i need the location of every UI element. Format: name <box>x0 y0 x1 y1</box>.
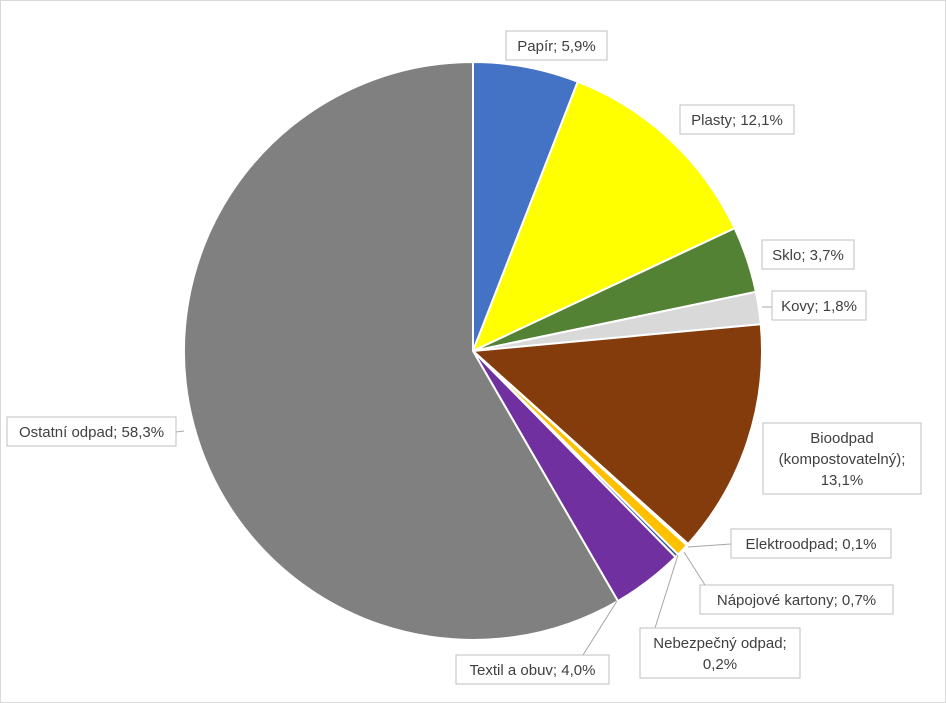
label-box-kovy <box>771 290 867 321</box>
label-box-bioodpad-kompostovatelny <box>762 422 922 495</box>
leader-line-nebezpecny-odpad <box>654 554 679 629</box>
data-label-textil-a-obuv: Textil a obuv; 4,0% <box>455 600 618 685</box>
label-text-plasty: Plasty; 12,1% <box>691 112 783 129</box>
label-text-elektroodpad: Elektroodpad; 0,1% <box>746 536 877 553</box>
data-label-bioodpad-kompostovatelny: Bioodpad (kompostovatelný); 13,1% <box>762 422 922 495</box>
label-text-sklo: Sklo; 3,7% <box>772 247 844 264</box>
pie-slice-ostatni-odpad <box>183 61 619 641</box>
pie-slice-bioodpad-kompostovatelny <box>472 323 763 545</box>
data-label-papir: Papír; 5,9% <box>505 30 608 61</box>
label-text-kovy: Kovy; 1,8% <box>781 298 857 315</box>
data-label-nebezpecny-odpad: Nebezpečný odpad; 0,2% <box>639 554 801 679</box>
data-label-kovy: Kovy; 1,8% <box>762 290 867 321</box>
pie-slices <box>183 61 763 641</box>
label-box-papir <box>505 30 608 61</box>
label-box-ostatni-odpad <box>6 416 177 447</box>
label-text-napojove-kartony: Nápojové kartony; 0,7% <box>717 592 876 609</box>
label-text-textil-a-obuv: Textil a obuv; 4,0% <box>470 662 596 679</box>
leader-line-napojove-kartony <box>683 551 706 586</box>
data-label-napojove-kartony: Nápojové kartony; 0,7% <box>683 551 894 615</box>
label-text-papir: Papír; 5,9% <box>517 38 595 55</box>
label-box-plasty <box>679 104 795 135</box>
label-text-bioodpad-kompostovatelny: Bioodpad (kompostovatelný); 13,1% <box>779 430 906 489</box>
leader-line-ostatni-odpad <box>175 430 185 433</box>
label-box-nebezpecny-odpad <box>639 627 801 679</box>
label-box-napojove-kartony <box>699 584 894 615</box>
data-label-plasty: Plasty; 12,1% <box>679 104 795 135</box>
data-label-ostatni-odpad: Ostatní odpad; 58,3% <box>6 416 185 447</box>
label-text-nebezpecny-odpad: Nebezpečný odpad; 0,2% <box>653 635 786 673</box>
leader-line-textil-a-obuv <box>582 600 618 656</box>
data-label-sklo: Sklo; 3,7% <box>761 239 855 270</box>
data-label-elektroodpad: Elektroodpad; 0,1% <box>687 528 892 559</box>
label-box-elektroodpad <box>730 528 892 559</box>
pie-slice-plasty <box>472 80 736 352</box>
label-text-ostatni-odpad: Ostatní odpad; 58,3% <box>19 424 164 441</box>
label-box-textil-a-obuv <box>455 654 610 685</box>
label-box-sklo <box>761 239 855 270</box>
data-labels: Papír; 5,9% Plasty; 12,1% Sklo; 3,7% Kovy; … <box>6 30 922 685</box>
leader-line-elektroodpad <box>687 543 732 548</box>
